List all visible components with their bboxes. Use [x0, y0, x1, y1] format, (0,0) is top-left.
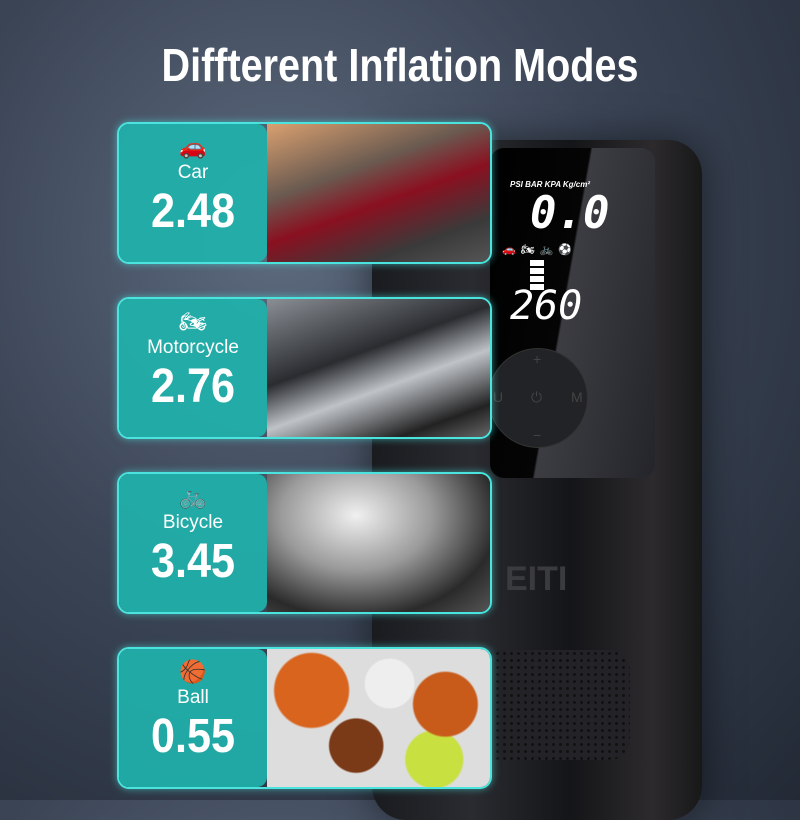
- ball-icon: 🏀: [179, 659, 207, 684]
- unit-button[interactable]: U: [493, 389, 504, 405]
- mode-card-bicycle: 🚲 Bicycle 3.45: [117, 472, 492, 614]
- mode-pressure-value: 0.55: [150, 710, 236, 763]
- minus-button[interactable]: −: [533, 427, 542, 443]
- target-pressure-readout: 260: [510, 283, 583, 329]
- plus-button[interactable]: +: [533, 351, 542, 367]
- mode-label: Ball: [177, 687, 209, 708]
- level-bars: [530, 260, 544, 292]
- page-title: Diffterent Inflation Modes: [161, 39, 639, 91]
- mode-pressure-value: 2.48: [150, 185, 236, 238]
- motorcycle-icon: 🏍: [179, 309, 207, 334]
- control-pad: + − U M ⏻: [488, 348, 588, 448]
- mode-card-car: 🚗 Car 2.48: [117, 122, 492, 264]
- mode-icons: 🚗🏍🚲⚽: [502, 244, 578, 256]
- mode-card-ball: 🏀 Ball 0.55: [117, 647, 492, 789]
- mode-panel: 🏀 Ball 0.55: [119, 649, 267, 787]
- unit-labels: PSI BAR KPA Kg/cm²: [510, 180, 591, 189]
- mode-photo: [267, 299, 490, 437]
- power-button[interactable]: ⏻: [531, 389, 543, 405]
- mode-label: Car: [177, 162, 209, 183]
- mode-card-motorcycle: 🏍 Motorcycle 2.76: [117, 297, 492, 439]
- mode-panel: 🚲 Bicycle 3.45: [119, 474, 267, 612]
- mode-label: Motorcycle: [147, 337, 239, 358]
- bicycle-icon: 🚲: [179, 484, 207, 509]
- mode-pressure-value: 2.76: [150, 360, 236, 413]
- mode-pressure-value: 3.45: [150, 535, 236, 588]
- mode-photo: [267, 474, 490, 612]
- car-icon: 🚗: [179, 134, 207, 159]
- mode-photo: [267, 124, 490, 262]
- mode-button[interactable]: M: [571, 389, 583, 405]
- mode-panel: 🏍 Motorcycle 2.76: [119, 299, 267, 437]
- current-pressure-readout: 0.0: [530, 188, 610, 239]
- mode-panel: 🚗 Car 2.48: [119, 124, 267, 262]
- mode-label: Bicycle: [162, 512, 224, 533]
- mode-photo: [267, 649, 490, 787]
- speaker-grill: [480, 650, 630, 760]
- brand-logo: EITI: [505, 560, 568, 598]
